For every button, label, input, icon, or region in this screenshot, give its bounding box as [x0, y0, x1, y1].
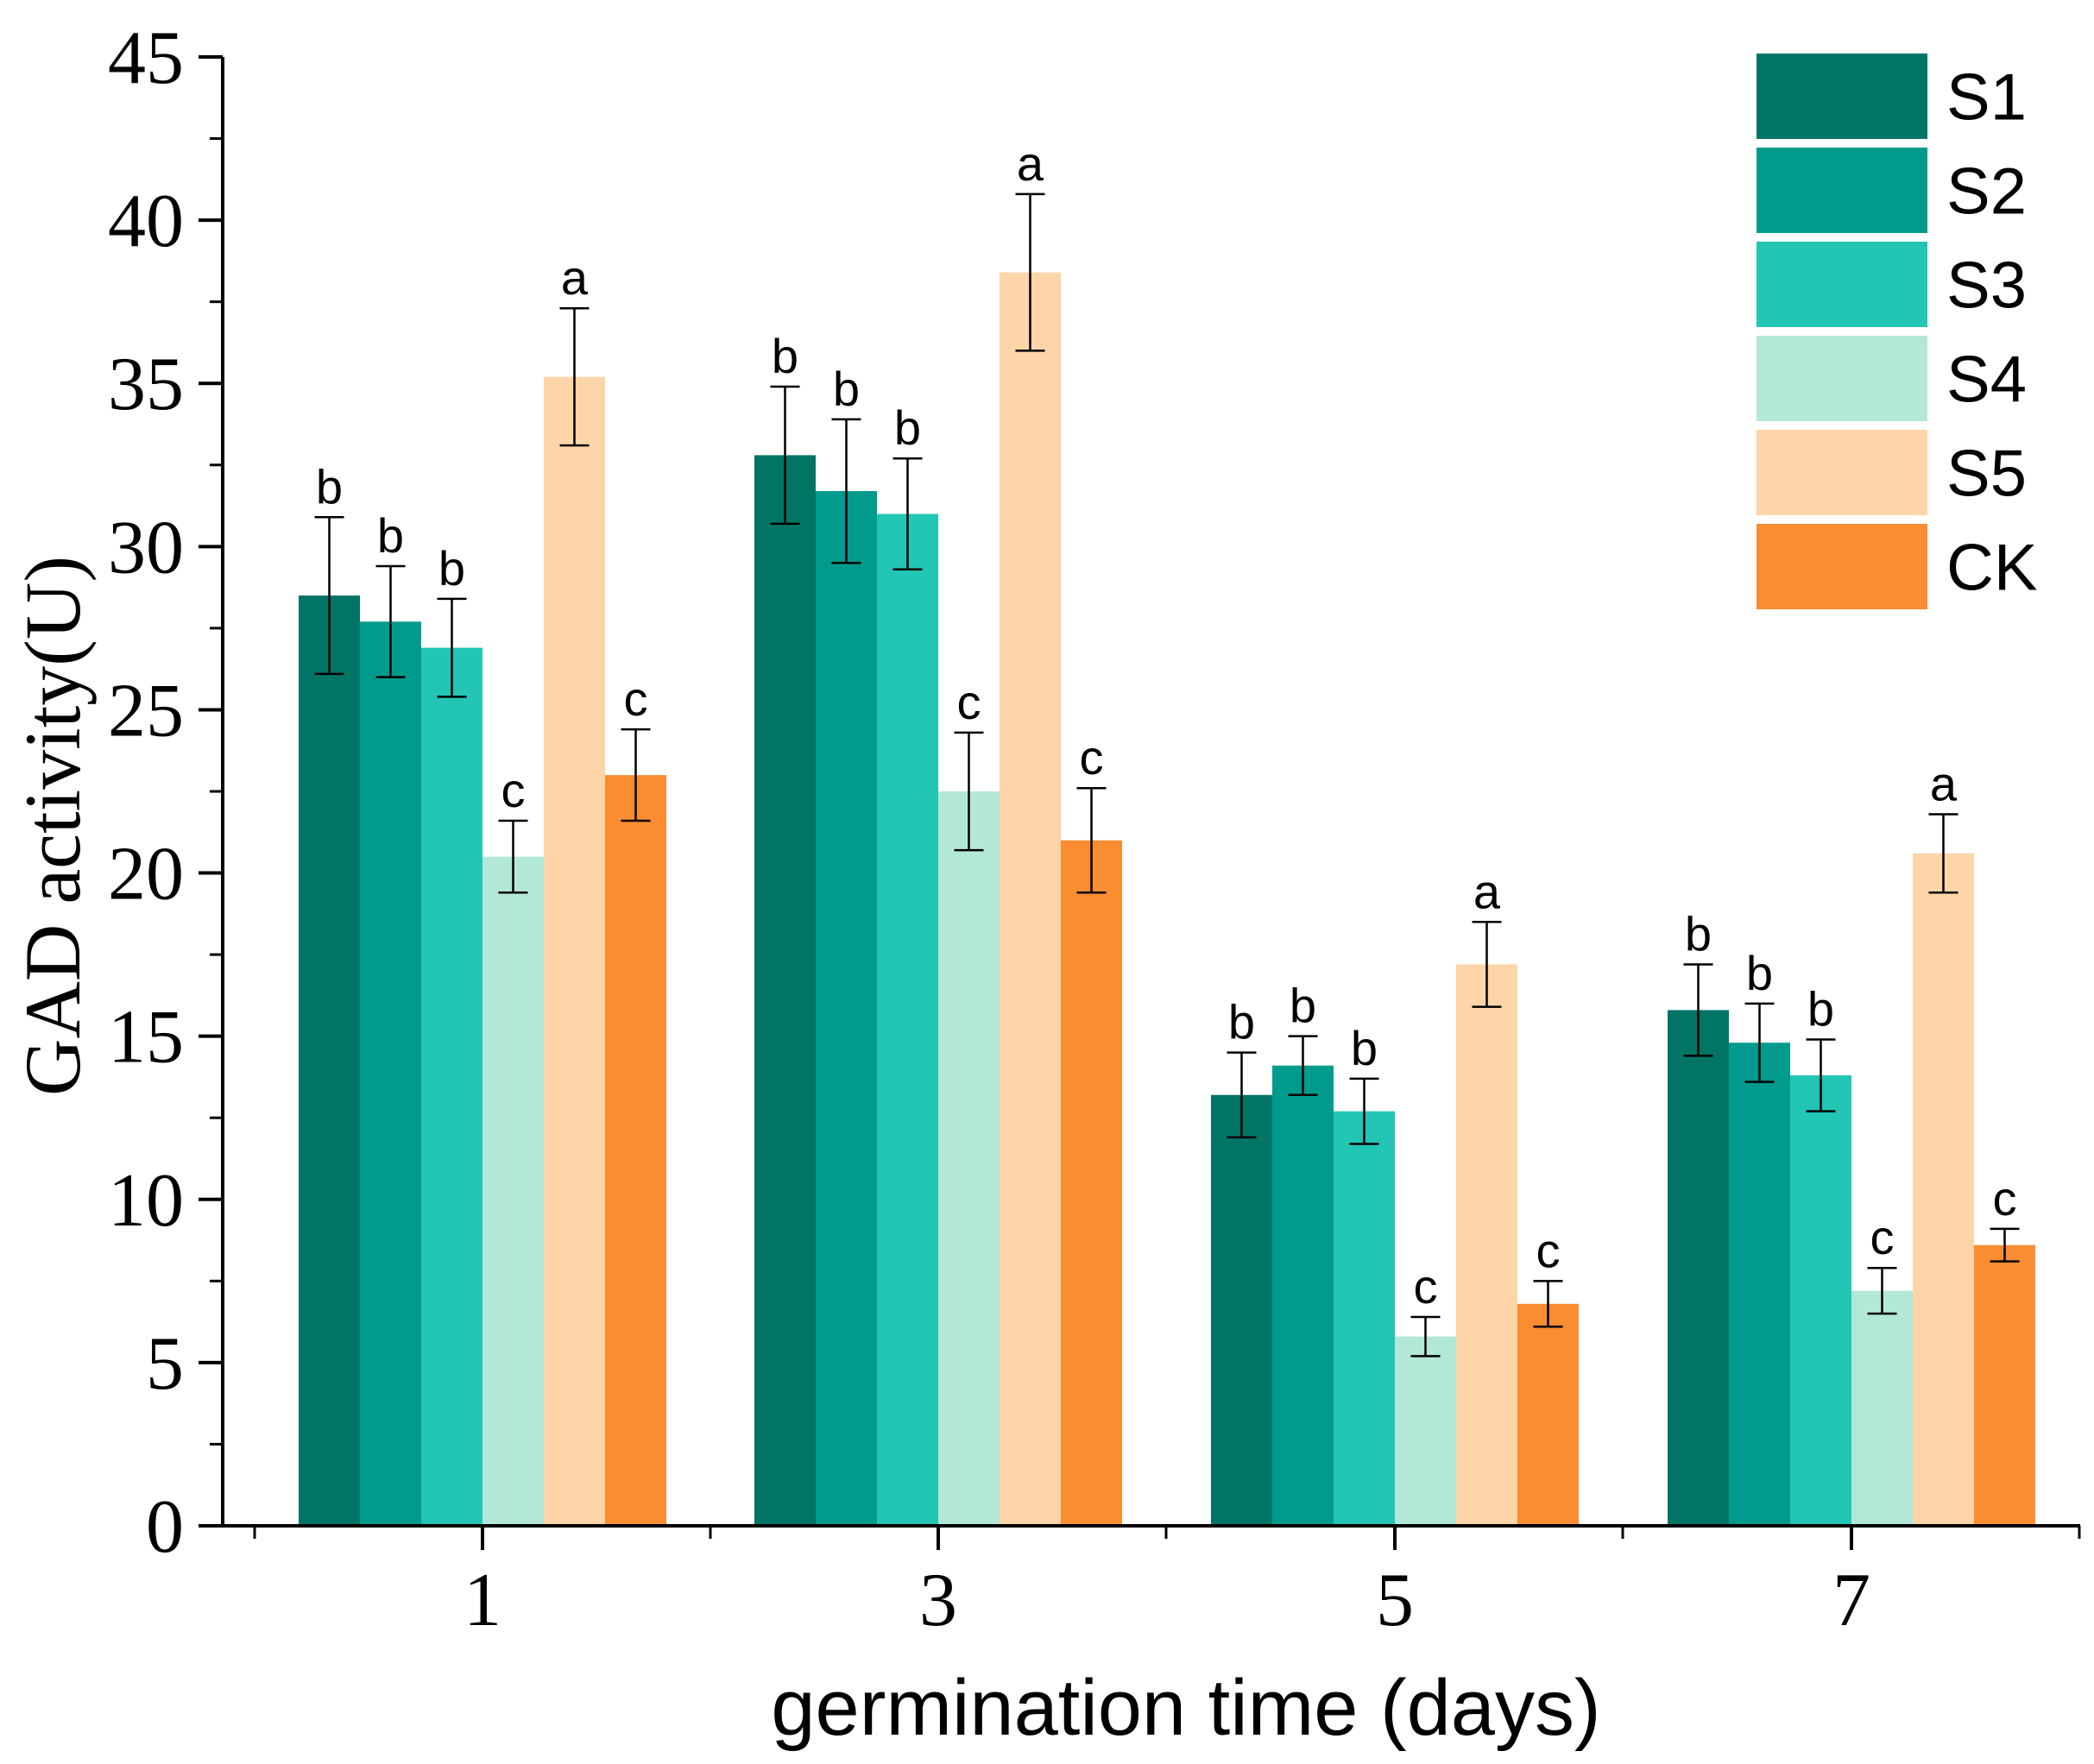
bar-s4-day-7 [1851, 1290, 1913, 1526]
significance-label: b [894, 400, 921, 455]
bar-ck-day-3 [1061, 840, 1122, 1526]
legend-swatch-s3 [1757, 242, 1927, 327]
bar-s4-day-5 [1395, 1336, 1456, 1526]
significance-label: b [438, 541, 465, 595]
x-tick-label: 3 [919, 1559, 957, 1642]
y-tick-label: 20 [108, 833, 184, 917]
significance-label: c [501, 763, 526, 817]
legend-label-s2: S2 [1946, 155, 2027, 229]
bar-s2-day-5 [1272, 1065, 1334, 1526]
x-axis-label: germination time (days) [771, 1664, 1600, 1752]
significance-label: c [1870, 1210, 1895, 1264]
bar-s2-day-3 [816, 491, 877, 1526]
bar-s3-day-3 [877, 513, 938, 1526]
bar-s3-day-7 [1790, 1075, 1851, 1526]
y-tick-label: 35 [108, 343, 184, 426]
error-bars-layer [314, 192, 2020, 1358]
legend-swatch-s4 [1757, 336, 1927, 421]
significance-label: b [1228, 995, 1255, 1049]
legend-label-s3: S3 [1946, 249, 2027, 323]
significance-label: a [561, 250, 589, 305]
significance-label: c [1993, 1171, 2017, 1225]
x-tick-label: 7 [1832, 1559, 1870, 1642]
significance-label: c [624, 671, 648, 726]
bar-s1-day-3 [754, 455, 816, 1526]
legend-label-s1: S1 [1946, 61, 2027, 135]
significance-label: b [833, 362, 860, 416]
y-tick-label: 40 [108, 180, 184, 263]
significance-label: c [1536, 1223, 1561, 1277]
bar-ck-day-1 [605, 775, 666, 1526]
bar-s3-day-5 [1334, 1111, 1395, 1526]
legend-swatch-s2 [1757, 148, 1927, 233]
significance-label: a [1017, 136, 1044, 191]
significance-label: b [316, 459, 343, 513]
legend-label-s4: S4 [1946, 343, 2027, 417]
legend-label-ck: CK [1946, 532, 2038, 605]
bar-s5-day-5 [1456, 964, 1517, 1526]
legend-swatch-s1 [1757, 54, 1927, 139]
bar-s5-day-1 [544, 376, 605, 1527]
bar-s2-day-1 [360, 621, 421, 1526]
bar-ck-day-7 [1974, 1244, 2035, 1526]
significance-label: a [1473, 864, 1501, 918]
significance-label: c [1080, 730, 1104, 784]
significance-label: b [1807, 981, 1834, 1036]
y-tick-label: 25 [108, 669, 184, 753]
legend-label-s5: S5 [1946, 438, 2027, 511]
significance-label: b [1685, 906, 1712, 961]
y-tick-label: 15 [108, 996, 184, 1080]
significance-label: c [957, 675, 981, 729]
y-tick-label: 30 [108, 506, 184, 589]
significance-label: c [1414, 1259, 1438, 1314]
bar-s5-day-7 [1913, 853, 1974, 1526]
significance-label: b [772, 329, 798, 383]
bar-s1-day-7 [1668, 1010, 1729, 1526]
bar-s5-day-3 [1000, 272, 1061, 1526]
x-tick-label: 1 [464, 1559, 501, 1642]
bar-s3-day-1 [421, 647, 483, 1526]
bar-s4-day-3 [938, 791, 1000, 1526]
bar-s1-day-5 [1211, 1094, 1272, 1526]
legend-swatch-ck [1757, 524, 1927, 609]
y-axis-label: GAD activity(U) [9, 556, 97, 1096]
bar-ck-day-5 [1517, 1303, 1579, 1526]
y-tick-label: 0 [146, 1485, 184, 1569]
bar-s1-day-1 [299, 595, 360, 1526]
significance-label: b [1290, 979, 1316, 1033]
bar-s2-day-7 [1729, 1043, 1790, 1526]
significance-label: b [1351, 1021, 1378, 1075]
y-tick-label: 5 [146, 1322, 184, 1406]
legend: S1 S2 S3 S4 S5 CK [1757, 54, 2038, 609]
y-tick-label: 10 [108, 1159, 184, 1243]
legend-swatch-s5 [1757, 430, 1927, 515]
significance-label: b [377, 508, 404, 563]
bar-s4-day-1 [483, 856, 544, 1526]
significance-label: b [1746, 946, 1773, 1000]
significance-label: a [1930, 756, 1958, 810]
y-tick-label: 45 [108, 16, 184, 100]
bars-layer [299, 272, 2035, 1527]
x-tick-label: 5 [1376, 1559, 1414, 1642]
